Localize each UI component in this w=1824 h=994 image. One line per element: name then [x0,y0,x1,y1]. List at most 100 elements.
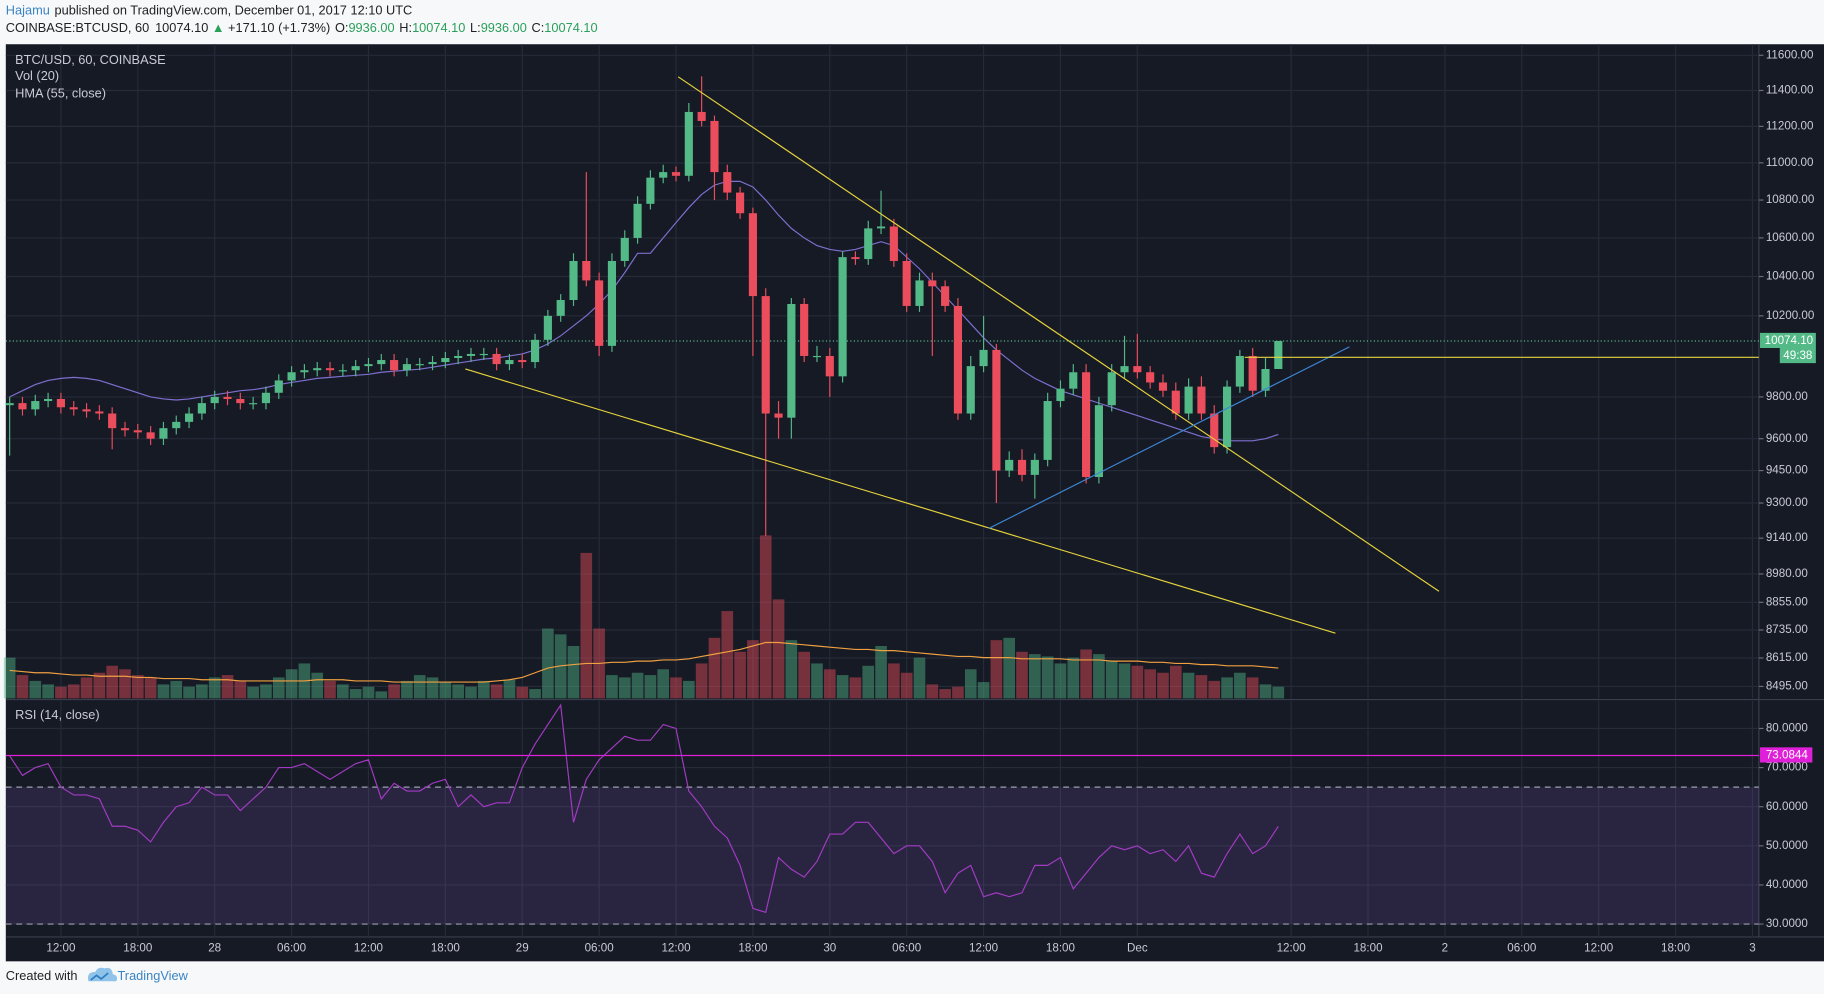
candle-body [1146,372,1155,383]
candle-body [1222,386,1232,448]
volume-bar [170,680,183,699]
hma-legend: HMA (55, close) [15,86,106,101]
y-tick-label: 40.0000 [1766,878,1809,891]
y-tick-label: 50.0000 [1766,839,1809,852]
volume-bar [349,689,362,699]
y-tick-label: 8980.00 [1766,567,1809,580]
rsi-legend: RSI (14, close) [15,707,100,722]
candle-body [1248,355,1257,391]
volume-bar [67,684,80,699]
volume-bar [1208,680,1221,699]
volume-bar [618,677,631,699]
volume-bar [234,680,247,699]
volume-bar [490,684,503,699]
candle-body [466,353,476,356]
candle-body [95,411,104,414]
volume-bar [772,599,785,699]
candle-body [454,355,463,359]
volume-bar [503,679,516,699]
volume-bar [3,657,16,699]
candle-body [44,398,53,402]
volume-bar [1118,663,1131,699]
y-tick-label: 10600.00 [1766,231,1815,244]
volume-bar [1067,657,1080,699]
symbol: COINBASE:BTCUSD, 60 [6,20,149,35]
close-label: C: [532,20,545,35]
close: 10074.10 [544,20,597,35]
volume-bar [29,680,42,699]
volume-bar [811,663,823,699]
volume-bar [747,640,759,699]
candle-body [530,339,540,363]
candle-body [1158,382,1168,391]
trendline[interactable] [465,368,1336,634]
volume-bar [477,680,490,699]
rsi-level-label: 73.0844 [1766,749,1809,762]
volume-bar [1054,663,1067,699]
tradingview-logo[interactable] [87,967,117,982]
volume-bar [426,677,439,699]
x-tick-label: 06:00 [585,942,615,955]
candle-body [582,260,591,281]
volume-bar [836,675,849,699]
volume-bar [1093,654,1105,699]
candle-body [69,407,78,410]
candle-body [825,355,834,377]
trendline[interactable] [988,346,1350,529]
y-tick-label: 9300.00 [1766,496,1809,509]
candle-body [159,428,168,439]
candle-body [1197,386,1206,414]
candle-body [556,300,565,316]
volume-bar [1234,672,1246,699]
candle-body [402,364,411,371]
candle-body [210,396,219,404]
brand[interactable]: TradingView [117,968,188,983]
candle-body [1082,372,1091,478]
y-tick-label: 70.0000 [1766,761,1809,774]
volume-bar [1221,677,1233,699]
volume-bar [16,675,29,699]
volume-bar [208,677,221,699]
high: 10074.10 [412,20,465,35]
volume-bar [93,672,106,699]
candle-body [351,366,360,371]
candle-body [979,349,988,367]
candle-body [761,296,770,414]
candle-body [120,428,130,431]
volume-bar [888,663,900,699]
volume-bar [580,552,593,699]
volume-bar [823,669,836,699]
volume-bar [516,686,529,699]
candle-body [18,403,27,410]
volume-bar [913,657,926,699]
price-label-box [1760,332,1816,349]
candle-body [1261,368,1270,391]
high-label: H: [399,20,412,35]
volume-bar [247,686,259,699]
candle-body [812,355,822,358]
volume-bar [311,672,324,699]
rsi-level-box [1760,747,1813,763]
volume-bar [862,665,875,699]
volume-bar [131,675,144,699]
hma-line [9,180,1279,442]
candle-body [184,413,194,422]
x-tick-label: 12:00 [1277,942,1307,955]
x-tick-label: 28 [208,942,221,955]
volume-legend: Vol (20) [15,68,59,83]
candle-body [133,430,142,433]
candle-body [992,349,1001,471]
volume-bar [1157,672,1169,699]
volume-bar [1246,677,1259,699]
countdown-box [1779,348,1816,364]
candle-body [1171,390,1180,414]
y-tick-label: 10800.00 [1766,193,1815,206]
trendline[interactable] [677,76,1440,592]
volume-bar [721,611,734,699]
x-tick-label: 18:00 [123,942,153,955]
candle-body [915,280,924,306]
author[interactable]: Hajamu [6,3,50,18]
x-tick-label: 18:00 [431,942,461,955]
x-tick-label: 29 [516,942,529,955]
y-tick-label: 8615.00 [1766,651,1809,664]
